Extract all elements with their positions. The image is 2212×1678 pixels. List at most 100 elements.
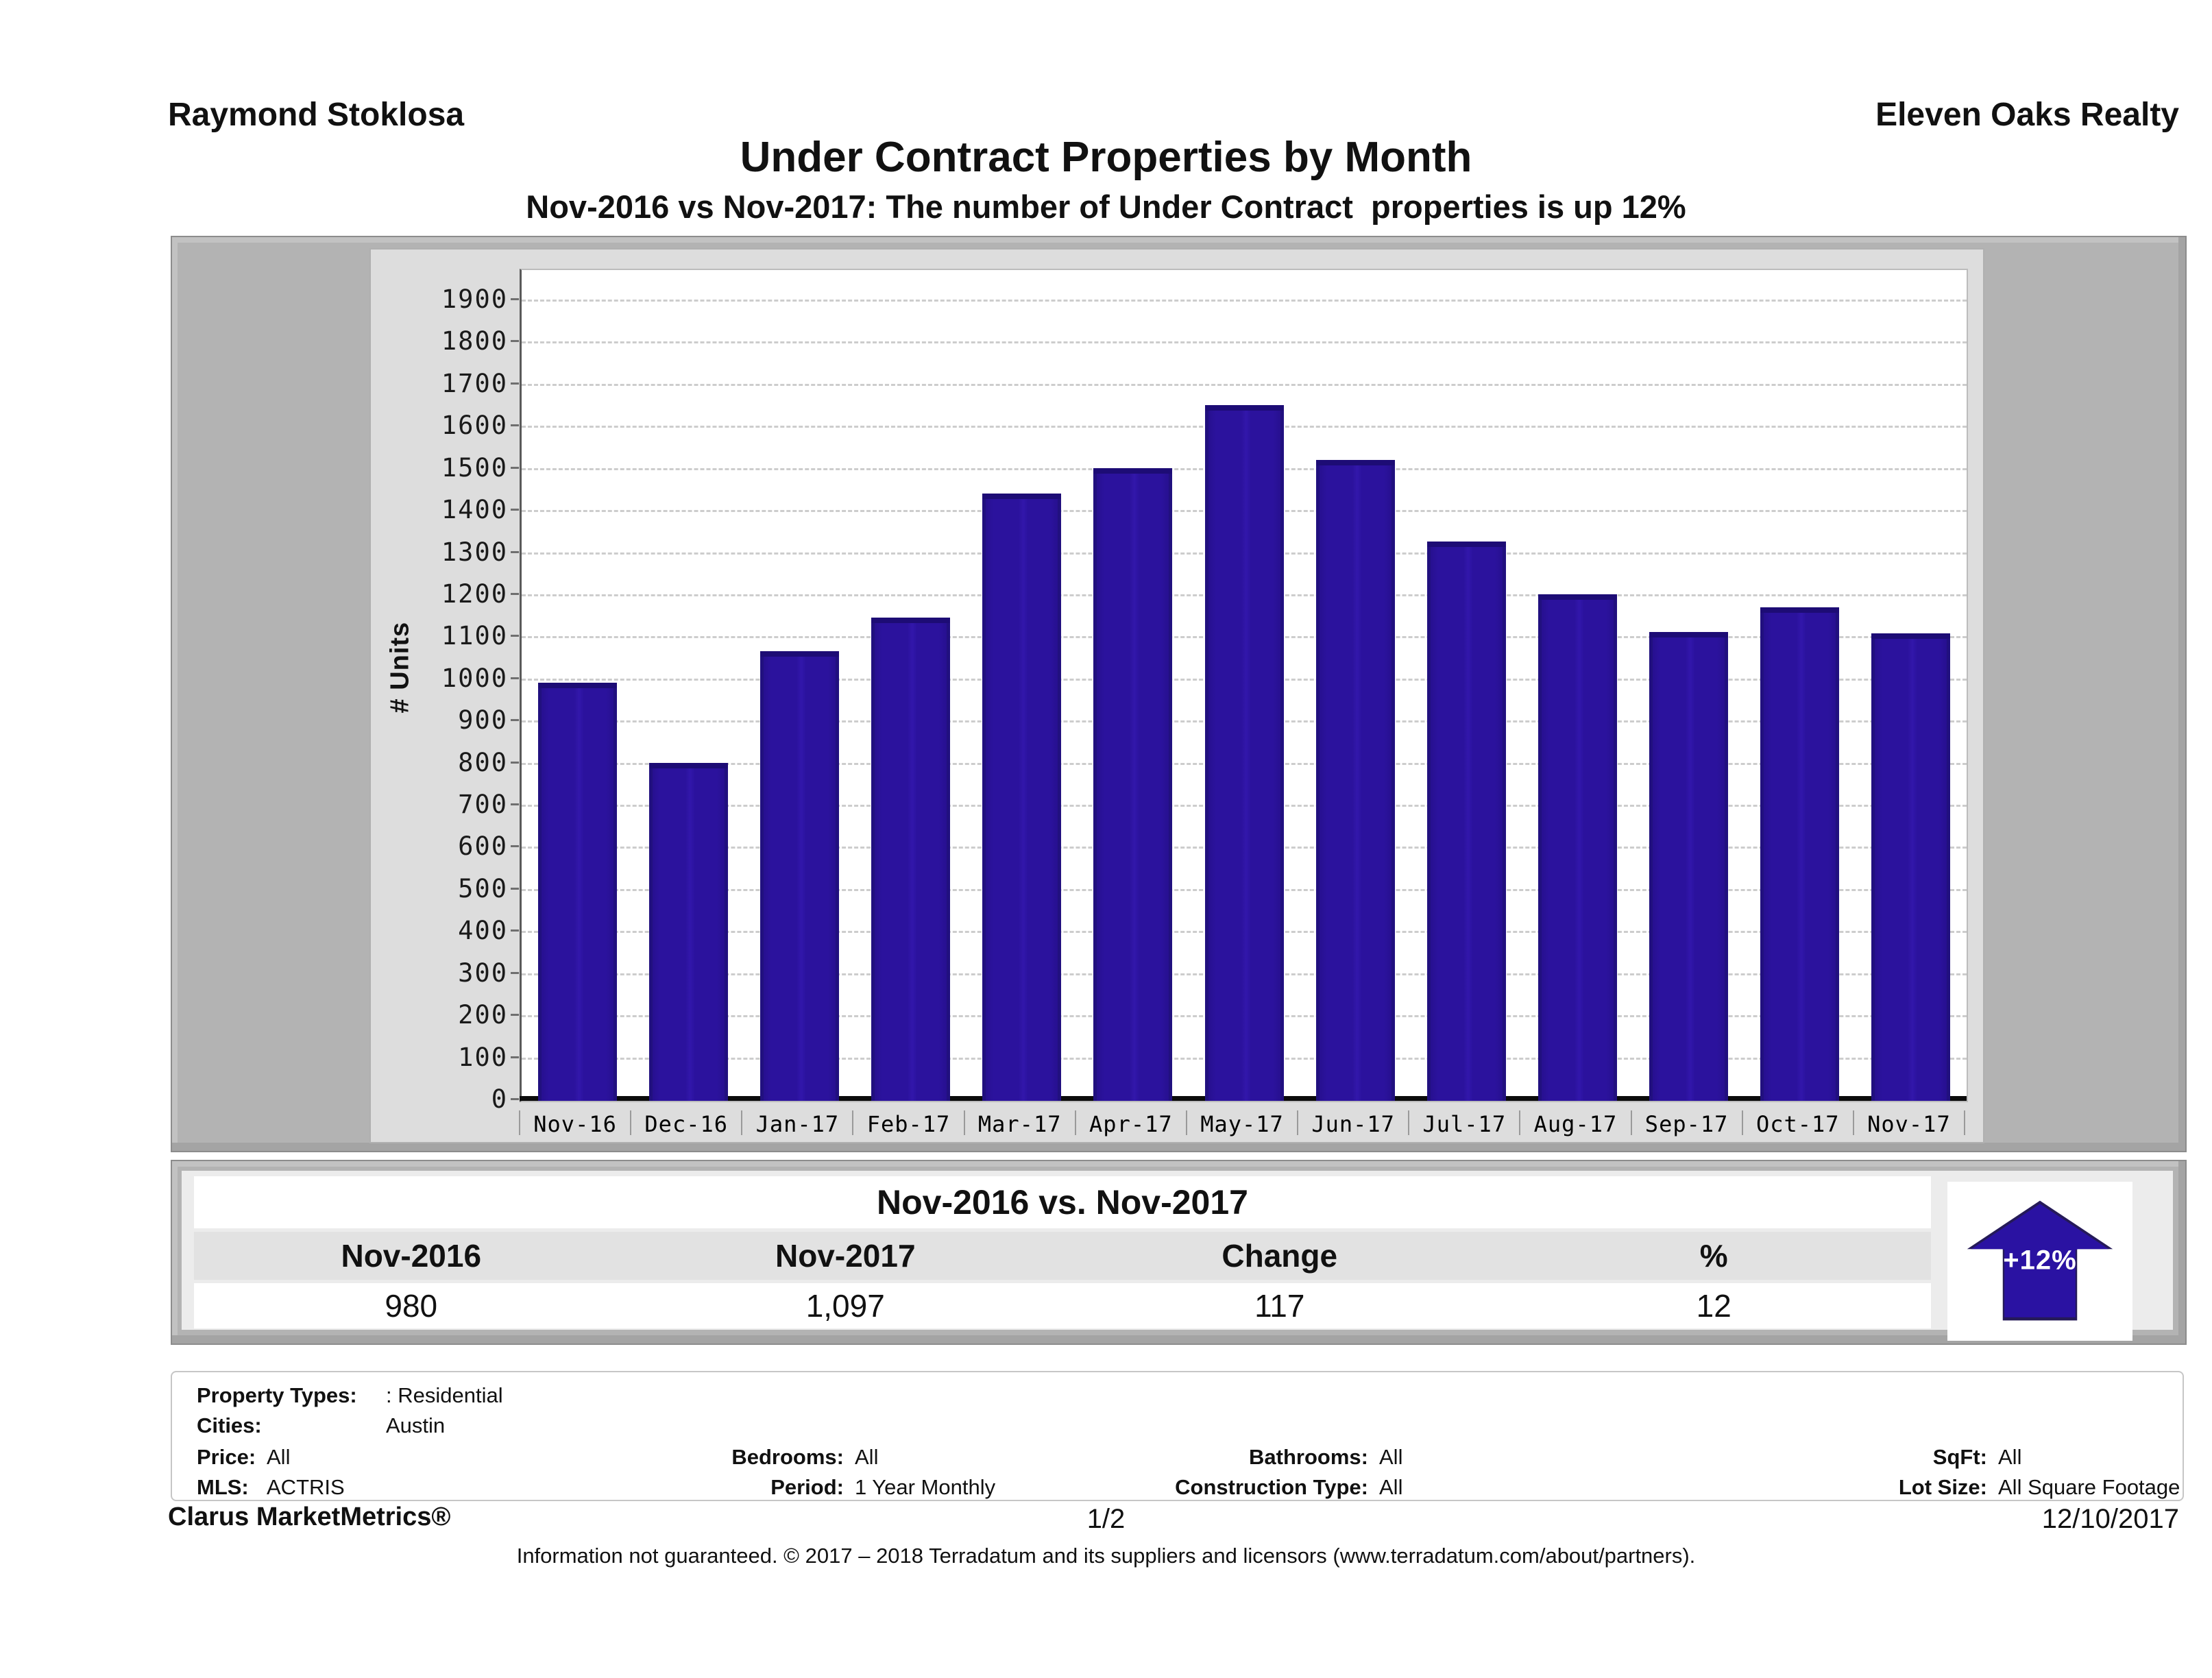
- period-value: 1 Year Monthly: [855, 1475, 996, 1499]
- y-tick-mark: [511, 550, 519, 553]
- y-tick-label: 100: [458, 1042, 508, 1072]
- x-tick-label: Dec-16: [644, 1111, 728, 1137]
- y-tick-mark: [511, 1014, 519, 1017]
- comparison-value: 1,097: [805, 1288, 885, 1324]
- property-types-label: Property Types:: [197, 1383, 357, 1407]
- y-tick-mark: [511, 509, 519, 511]
- x-tick-separator: [1852, 1110, 1854, 1135]
- y-tick-mark: [511, 803, 519, 806]
- bar-jun-17: [1315, 459, 1395, 1101]
- x-tick-label: Oct-17: [1755, 1111, 1840, 1137]
- x-tick-separator: [630, 1110, 632, 1135]
- y-tick-label: 500: [458, 873, 508, 903]
- x-tick-label: Sep-17: [1644, 1111, 1729, 1137]
- gridline: [522, 341, 1967, 344]
- x-tick-label: Apr-17: [1089, 1111, 1173, 1137]
- comparison-column-header: %: [1699, 1238, 1728, 1274]
- y-tick-label: 1900: [441, 284, 508, 314]
- x-tick-label: Jun-17: [1311, 1111, 1395, 1137]
- x-tick-separator: [1964, 1110, 1965, 1135]
- x-tick-separator: [1741, 1110, 1743, 1135]
- y-tick-label: 300: [458, 958, 508, 988]
- mls-value: ACTRIS: [267, 1475, 345, 1499]
- y-tick-mark: [511, 424, 519, 427]
- y-tick-mark: [511, 1098, 519, 1100]
- y-tick-label: 600: [458, 831, 508, 862]
- y-tick-label: 1600: [441, 411, 508, 441]
- y-tick-label: 1200: [441, 579, 508, 609]
- y-tick-mark: [511, 845, 519, 848]
- y-tick-label: 1700: [441, 368, 508, 398]
- comparison-value: 980: [385, 1288, 438, 1324]
- x-axis-labels: Nov-16 Dec-16 Jan-17 Feb-17 Mar-17 Apr-17 May-…: [519, 1108, 1965, 1139]
- x-tick-label: Jan-17: [755, 1111, 840, 1137]
- comparison-column-header: Nov-2017: [775, 1238, 916, 1274]
- price-label: Price:: [197, 1445, 256, 1469]
- bar-nov-17: [1871, 633, 1951, 1101]
- x-tick-separator: [519, 1110, 520, 1135]
- x-tick-label: May-17: [1200, 1111, 1284, 1137]
- bar-nov-16: [537, 683, 617, 1101]
- bathrooms-label: Bathrooms:: [1249, 1445, 1368, 1469]
- x-tick-label: Nov-17: [1867, 1111, 1951, 1137]
- bedrooms-value: All: [855, 1445, 879, 1469]
- y-tick-label: 800: [458, 747, 508, 777]
- x-tick-label: Aug-17: [1533, 1111, 1618, 1137]
- filters-box: Property Types: : Residential Cities: Au…: [171, 1371, 2184, 1501]
- comparison-column-header: Change: [1222, 1238, 1338, 1274]
- sqft-value: All: [1998, 1445, 2022, 1469]
- period-label: Period:: [770, 1475, 844, 1499]
- x-tick-separator: [1519, 1110, 1521, 1135]
- y-tick-mark: [511, 971, 519, 974]
- y-tick-mark: [511, 382, 519, 385]
- x-tick-label: Feb-17: [866, 1111, 951, 1137]
- bar-apr-17: [1093, 467, 1173, 1101]
- bar-jan-17: [759, 651, 839, 1101]
- y-tick-label: 1400: [441, 495, 508, 525]
- gridline: [522, 383, 1967, 386]
- y-tick-label: 400: [458, 916, 508, 946]
- y-tick-mark: [511, 635, 519, 637]
- y-tick-label: 700: [458, 790, 508, 820]
- plot-area: [520, 269, 1968, 1102]
- y-tick-label: 1300: [441, 537, 508, 567]
- x-tick-label: Jul-17: [1422, 1111, 1507, 1137]
- comparison-value: 117: [1254, 1288, 1305, 1324]
- comparison-panel: Nov-2016 vs. Nov-2017 Nov-2016 Nov-2017 Ch…: [171, 1160, 2187, 1345]
- y-tick-mark: [511, 719, 519, 722]
- property-types-value: : Residential: [386, 1383, 503, 1407]
- y-tick-mark: [511, 1056, 519, 1058]
- construction-type-value: All: [1379, 1475, 1403, 1499]
- footer-brand: Clarus MarketMetrics®: [168, 1503, 451, 1531]
- construction-type-label: Construction Type:: [1175, 1475, 1368, 1499]
- y-tick-label: 1800: [441, 326, 508, 356]
- lot-size-value: All Square Footage: [1998, 1475, 2180, 1499]
- y-tick-mark: [511, 298, 519, 300]
- bar-feb-17: [871, 617, 951, 1101]
- page-title: Under Contract Properties by Month: [740, 134, 1472, 181]
- y-tick-mark: [511, 761, 519, 764]
- x-tick-separator: [1630, 1110, 1632, 1135]
- footer-date: 12/10/2017: [2041, 1504, 2179, 1534]
- y-tick-mark: [511, 466, 519, 469]
- y-tick-mark: [511, 887, 519, 890]
- bathrooms-value: All: [1379, 1445, 1403, 1469]
- bar-oct-17: [1760, 607, 1840, 1101]
- y-tick-mark: [511, 340, 519, 343]
- comparison-table-rows: Nov-2016 vs. Nov-2017 Nov-2016 Nov-2017 Ch…: [194, 1176, 1931, 1328]
- bar-may-17: [1204, 404, 1284, 1101]
- y-tick-label: 1500: [441, 452, 508, 483]
- x-tick-label: Mar-17: [977, 1111, 1062, 1137]
- page-subtitle: Nov-2016 vs Nov-2017: The number of Unde…: [526, 189, 1686, 225]
- up-arrow-icon: +12%: [1967, 1200, 2113, 1321]
- bar-aug-17: [1538, 594, 1617, 1101]
- cities-value: Austin: [386, 1413, 446, 1437]
- x-tick-label: Nov-16: [533, 1111, 617, 1137]
- bar-jul-17: [1426, 542, 1506, 1101]
- comparison-table: Nov-2016 vs. Nov-2017 Nov-2016 Nov-2017 Ch…: [182, 1171, 2173, 1341]
- company-name: Eleven Oaks Realty: [1875, 97, 2179, 133]
- bar-mar-17: [982, 493, 1062, 1101]
- comparison-table-value-row: 980 1,097 117 12: [194, 1283, 1931, 1328]
- change-badge-box: +12%: [1947, 1182, 2132, 1341]
